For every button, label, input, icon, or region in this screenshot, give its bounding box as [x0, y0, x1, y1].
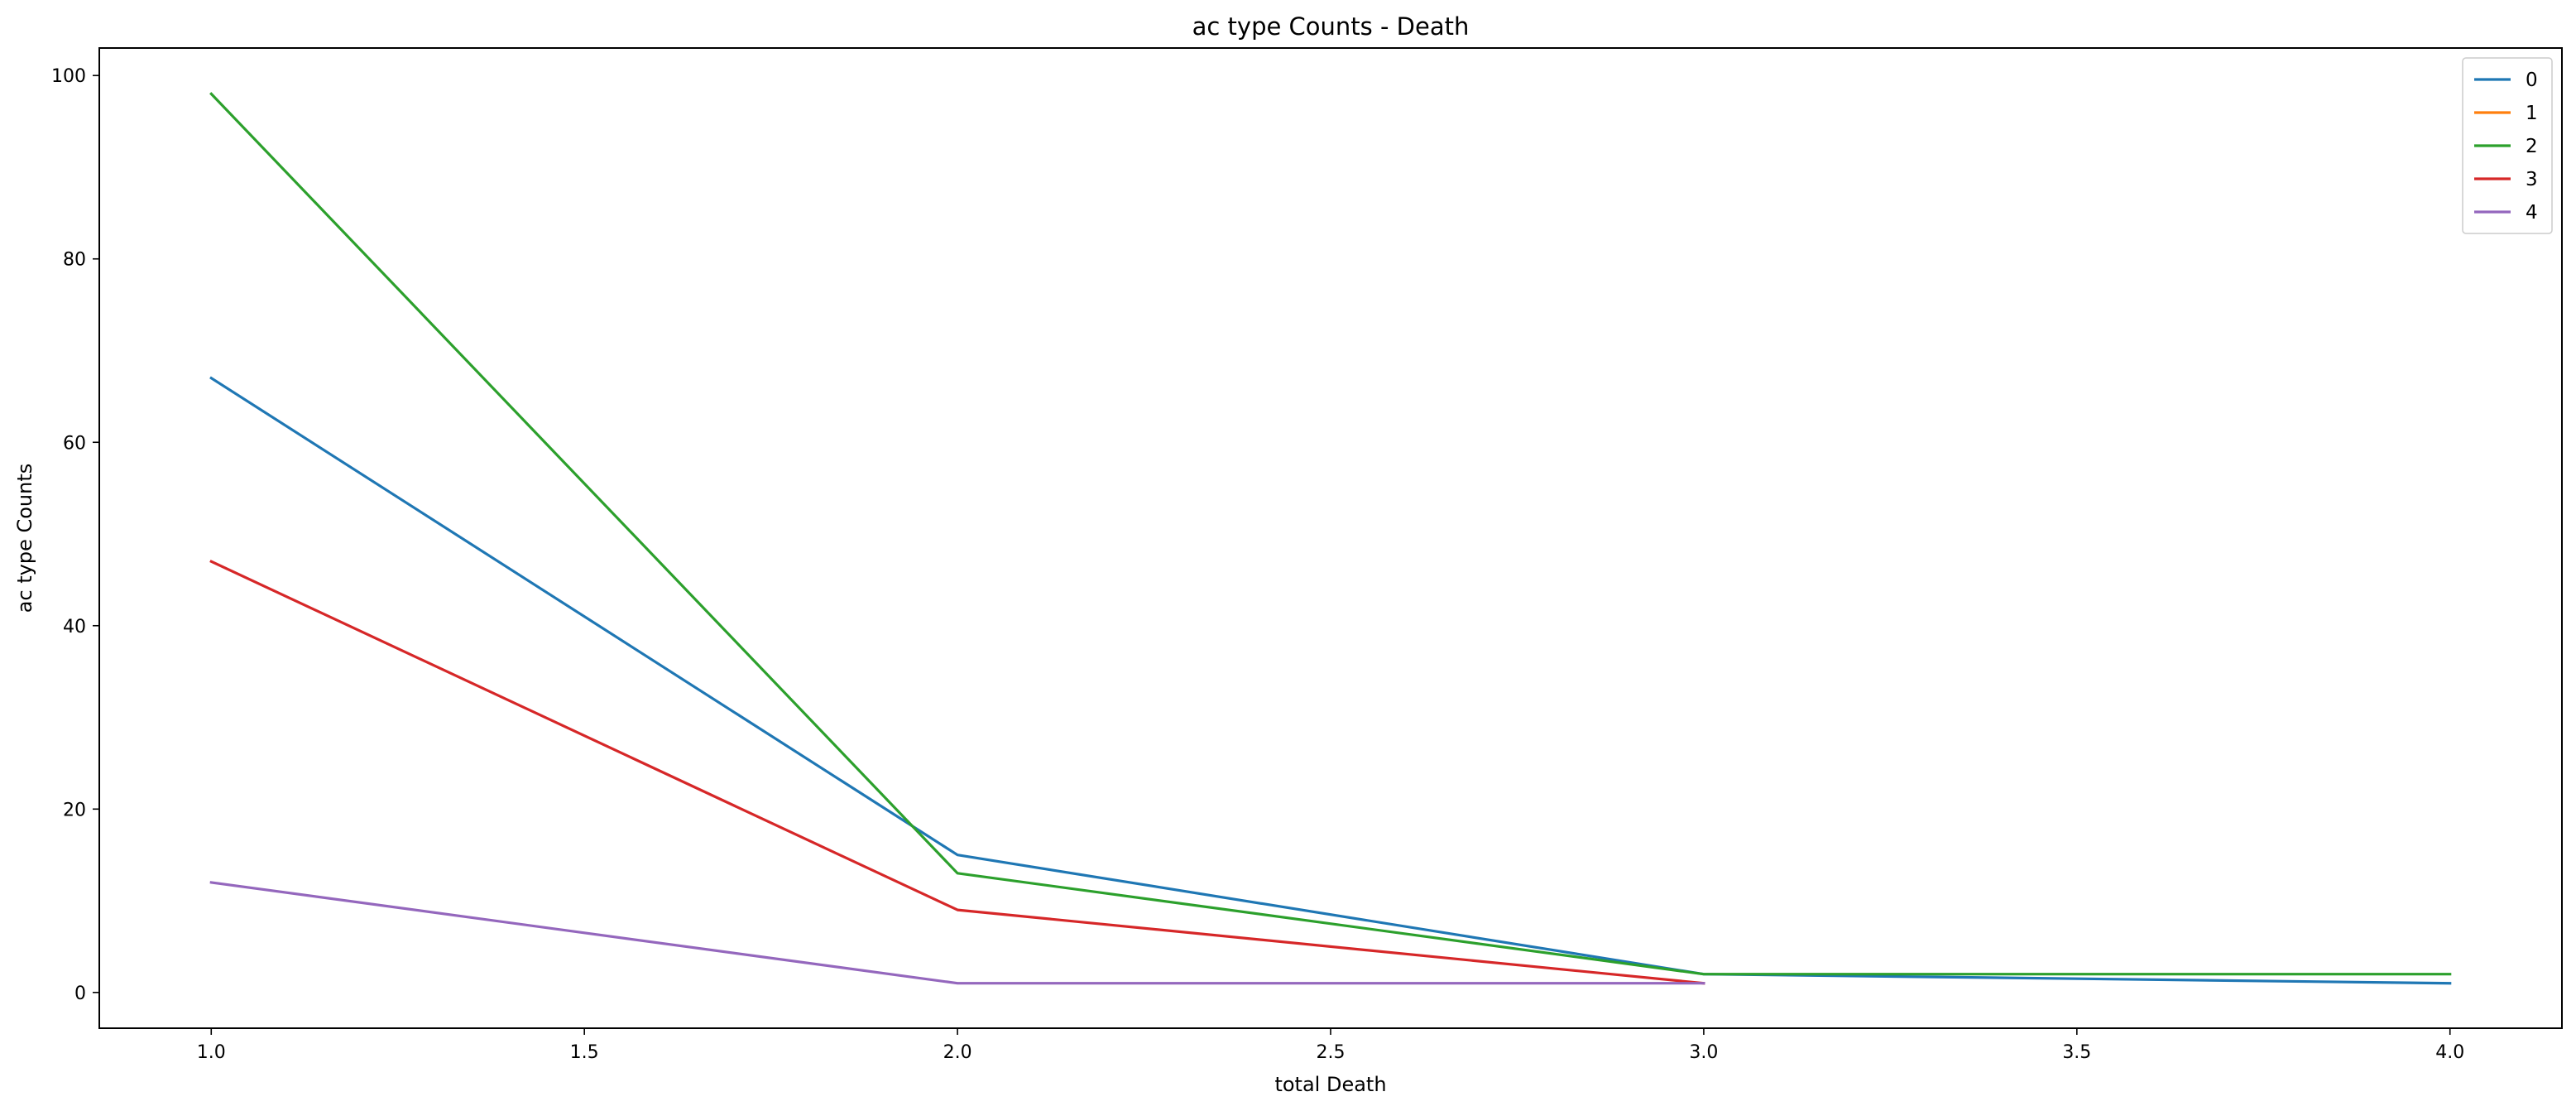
legend: 0 1 2 3 4: [2462, 57, 2553, 234]
legend-label-3: 3: [2526, 169, 2538, 190]
y-tick-label: 40: [63, 617, 86, 637]
legend-label-0: 0: [2526, 70, 2538, 91]
x-tick-label: 3.0: [1689, 1042, 1718, 1063]
x-tick-label: 4.0: [2435, 1042, 2464, 1063]
y-tick-label: 20: [63, 800, 86, 820]
legend-label-1: 1: [2526, 103, 2538, 124]
x-tick-label: 3.5: [2062, 1042, 2091, 1063]
x-axis: 1.0 1.5 2.0 2.5 3.0 3.5 4.0: [197, 1028, 2464, 1063]
y-axis-label: ac type Counts: [13, 464, 36, 613]
series-line-2: [209, 92, 2452, 976]
y-tick-label: 80: [63, 250, 86, 271]
x-tick-label: 2.5: [1317, 1042, 1346, 1063]
series-line-3: [209, 560, 1705, 985]
series-line-4: [209, 881, 1705, 985]
x-axis-label: total Death: [1274, 1073, 1386, 1096]
series-layer: [209, 92, 2452, 985]
y-tick-label: 0: [74, 984, 86, 1004]
chart-title: ac type Counts - Death: [1192, 12, 1470, 41]
legend-label-4: 4: [2526, 202, 2538, 224]
y-axis: 0 20 40 60 80 100: [51, 66, 99, 1004]
x-tick-label: 1.0: [197, 1042, 226, 1063]
x-tick-label: 2.0: [943, 1042, 972, 1063]
y-tick-label: 100: [51, 66, 86, 87]
x-tick-label: 1.5: [570, 1042, 599, 1063]
legend-label-2: 2: [2526, 136, 2538, 157]
y-tick-label: 60: [63, 433, 86, 454]
series-line-0: [209, 376, 2452, 985]
